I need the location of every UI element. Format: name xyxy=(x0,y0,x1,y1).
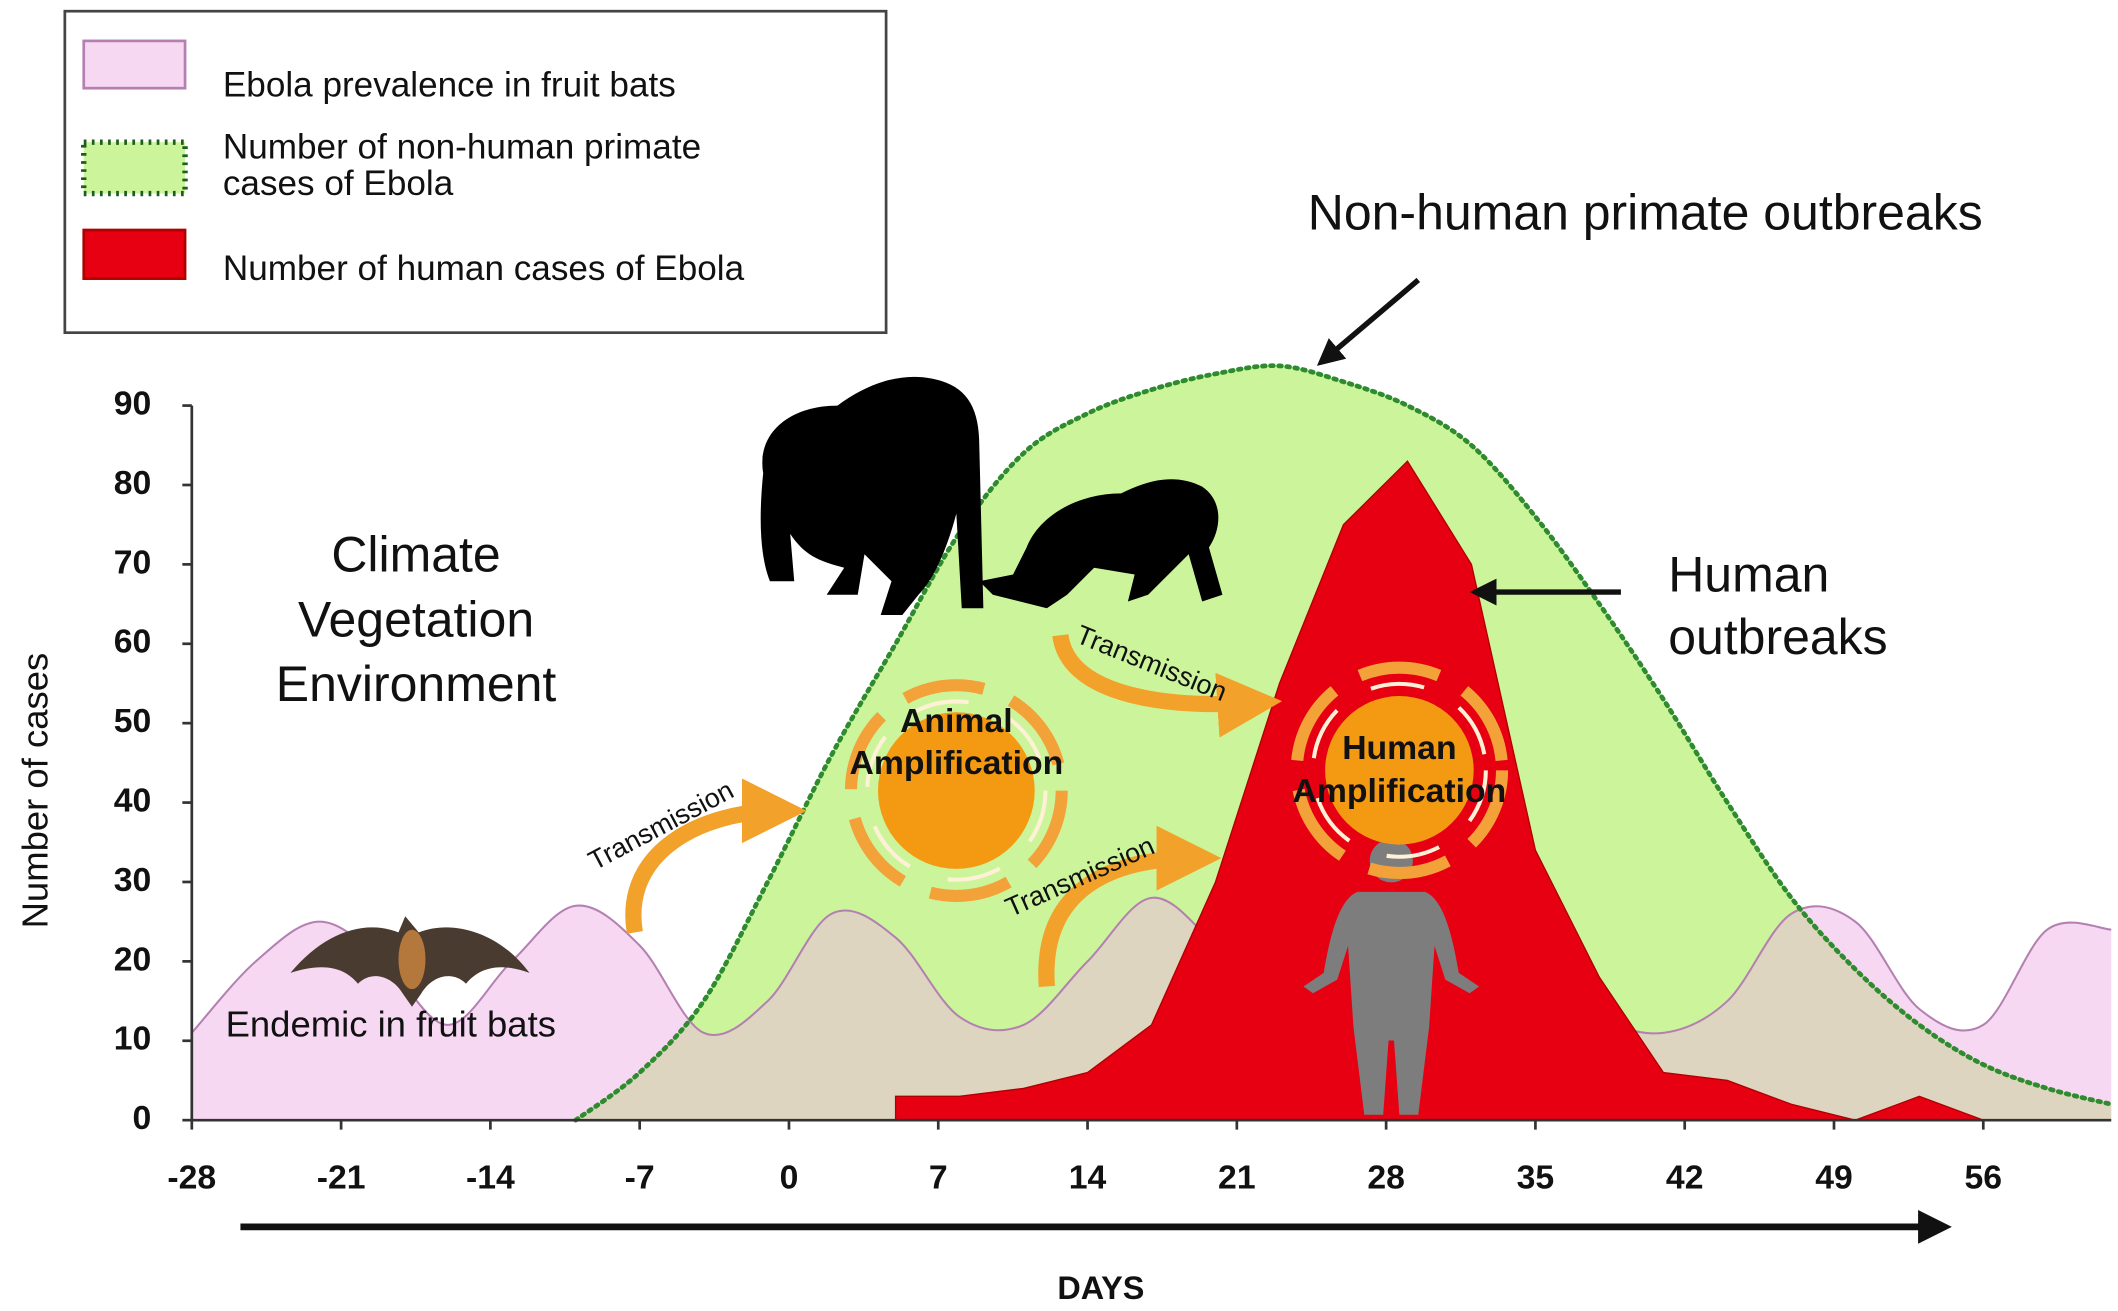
x-tick-label: 7 xyxy=(929,1159,948,1197)
x-tick-label: 14 xyxy=(1069,1159,1107,1197)
legend-swatch xyxy=(84,142,185,193)
legend-label: Number of human cases of Ebola xyxy=(223,227,804,308)
x-tick-label: 0 xyxy=(780,1159,799,1197)
labels: -28 -21 -14 -7 0 7 14 21 28 35 42 49 56 0 10 20 30 40 50 60… xyxy=(14,185,2002,1306)
y-tick-label: 70 xyxy=(114,543,152,581)
annotation: Environment xyxy=(276,656,557,712)
x-tick-label: -28 xyxy=(167,1159,216,1197)
annotation: Endemic in fruit bats xyxy=(226,1004,556,1045)
legend-label: Ebola prevalence in fruit bats xyxy=(223,44,844,125)
y-tick-label: 10 xyxy=(114,1020,152,1058)
annotation: Amplification xyxy=(1293,772,1507,810)
pointer-arrow xyxy=(1321,280,1418,362)
x-axis-label: DAYS xyxy=(1057,1270,1144,1306)
y-tick-label: 80 xyxy=(114,464,152,502)
y-tick-label: 20 xyxy=(114,940,152,978)
y-axis-label: Number of cases xyxy=(14,653,55,929)
legend-entry: Number of non-human primate cases of Ebo… xyxy=(223,125,844,211)
human-amplification-icon xyxy=(1297,668,1502,873)
legend-swatch xyxy=(84,41,185,88)
annotation: Human xyxy=(1668,547,1829,603)
annotation: Non-human primate outbreaks xyxy=(1308,185,1983,241)
legend-entry: Ebola prevalence in fruit bats xyxy=(223,44,844,130)
x-tick-label: 42 xyxy=(1666,1159,1704,1197)
annotation: Human xyxy=(1342,729,1456,767)
y-tick-label: 30 xyxy=(114,861,152,899)
y-tick-label: 60 xyxy=(114,623,152,661)
y-tick-label: 0 xyxy=(133,1099,152,1137)
page: {"chart_data":{ "type":"area", "x":[-28,… xyxy=(0,0,2118,1311)
y-tick-label: 50 xyxy=(114,702,152,740)
legend-entry: Number of human cases of Ebola xyxy=(223,227,844,313)
x-tick-label: 49 xyxy=(1815,1159,1853,1197)
chart: -28 -21 -14 -7 0 7 14 21 28 35 42 49 56 0 10 20 30 40 50 60… xyxy=(0,0,2118,1311)
x-tick-label: 21 xyxy=(1218,1159,1256,1197)
bat-body xyxy=(398,930,425,989)
legend-swatch xyxy=(84,230,185,279)
x-tick-label: 28 xyxy=(1367,1159,1405,1197)
x-tick-label: -14 xyxy=(466,1159,515,1197)
x-tick-label: 35 xyxy=(1517,1159,1555,1197)
x-tick-label: -21 xyxy=(317,1159,366,1197)
x-tick-label: -7 xyxy=(625,1159,655,1197)
y-tick-label: 90 xyxy=(114,385,152,423)
annotation: Vegetation xyxy=(298,591,534,647)
y-tick-label: 40 xyxy=(114,781,152,819)
x-tick-label: 56 xyxy=(1965,1159,2003,1197)
legend-label: Number of non-human primate cases of Ebo… xyxy=(223,125,736,206)
annotation: outbreaks xyxy=(1668,609,1887,665)
annotation: Animal xyxy=(900,702,1013,740)
annotation: Climate xyxy=(331,526,500,582)
annotation: Amplification xyxy=(849,744,1063,782)
